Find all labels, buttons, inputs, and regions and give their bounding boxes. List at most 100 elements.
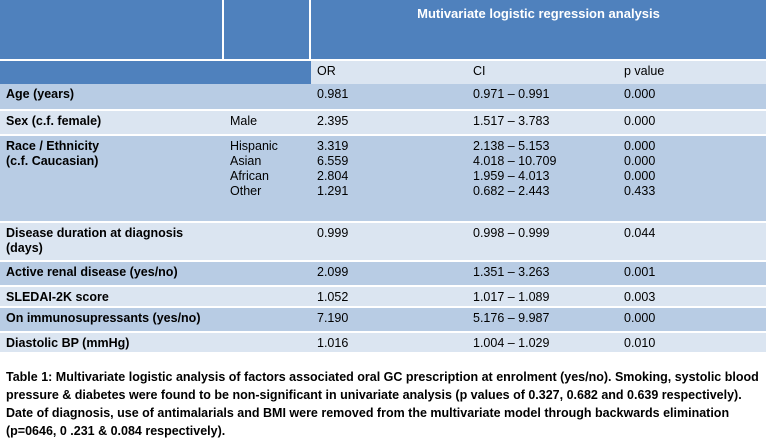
row-or: 2.395 <box>317 114 349 128</box>
row-p-value: 0.003 <box>624 290 656 304</box>
row-label-cell: Active renal disease (yes/no) <box>0 262 224 285</box>
header-span-title: Mutivariate logistic regression analysis <box>311 0 766 59</box>
row-ci: 0.971 – 0.991 <box>473 87 550 101</box>
row-p-value: 0.000 <box>624 154 656 168</box>
row-category: African <box>230 169 269 183</box>
regression-table: Mutivariate logistic regression analysis… <box>0 0 766 352</box>
row-category-cell <box>224 84 311 109</box>
row-or: 2.804 <box>317 169 349 183</box>
row-or: 6.559 <box>317 154 349 168</box>
table-caption: Table 1: Multivariate logistic analysis … <box>6 370 759 438</box>
row-category: Male <box>230 114 258 128</box>
row-label: Active renal disease (yes/no) <box>6 265 178 279</box>
row-category-cell: Male <box>224 111 311 134</box>
row-p-value-cell: 0.010 <box>618 333 766 352</box>
row-p-value: 0.000 <box>624 311 656 325</box>
row-ci-cell: 1.351 – 3.263 <box>467 262 618 285</box>
row-label-cell: On immunosupressants (yes/no) <box>0 308 224 331</box>
row-or-cell: 1.016 <box>311 333 467 352</box>
row-label: (c.f. Caucasian) <box>6 154 99 168</box>
row-or-cell: 2.099 <box>311 262 467 285</box>
row-label-cell: Disease duration at diagnosis (days) <box>0 223 224 260</box>
table-row: Active renal disease (yes/no) 2.099 1.351 … <box>0 260 766 285</box>
row-ci-cell: 2.138 – 5.153 4.018 – 10.709 1.959 – 4.013… <box>467 136 618 221</box>
row-p-value: 0.000 <box>624 139 656 153</box>
row-label-cell: SLEDAI-2K score <box>0 287 224 306</box>
header-blank-cell <box>224 61 311 84</box>
row-p-value: 0.010 <box>624 336 656 350</box>
row-category <box>230 87 305 102</box>
row-ci: 1.351 – 3.263 <box>473 265 550 279</box>
row-or-cell: 1.052 <box>311 287 467 306</box>
row-category-cell <box>224 308 311 331</box>
row-or-cell: 0.981 <box>311 84 467 109</box>
row-label: Sex (c.f. female) <box>6 114 102 128</box>
row-or: 0.999 <box>317 226 349 240</box>
row-label: On immunosupressants (yes/no) <box>6 311 201 325</box>
header-row-columns: OR CI p value <box>0 59 766 84</box>
row-category-cell: Hispanic Asian African Other <box>224 136 311 221</box>
row-ci: 0.998 – 0.999 <box>473 226 550 240</box>
row-p-value: 0.000 <box>624 169 656 183</box>
col-header-p: p value <box>618 61 766 84</box>
row-category: Other <box>230 184 262 198</box>
row-label: Disease duration at diagnosis <box>6 226 184 240</box>
row-ci: 0.682 – 2.443 <box>473 184 550 198</box>
row-p-value-cell: 0.044 <box>618 223 766 260</box>
row-p-value: 0.000 <box>624 114 656 128</box>
row-ci-cell: 1.004 – 1.029 <box>467 333 618 352</box>
row-or: 3.319 <box>317 139 349 153</box>
row-category-cell <box>224 287 311 306</box>
row-ci-cell: 1.017 – 1.089 <box>467 287 618 306</box>
row-or: 7.190 <box>317 311 349 325</box>
row-category <box>230 311 305 326</box>
row-or: 1.291 <box>317 184 349 198</box>
row-ci: 2.138 – 5.153 <box>473 139 550 153</box>
col-header-ci: CI <box>467 61 618 84</box>
row-category-cell <box>224 223 311 260</box>
row-or-cell: 3.319 6.559 2.804 1.291 <box>311 136 467 221</box>
row-p-value-cell: 0.000 <box>618 84 766 109</box>
table-row: On immunosupressants (yes/no) 7.190 5.176 … <box>0 306 766 331</box>
row-category-cell <box>224 333 311 352</box>
table-row: Disease duration at diagnosis (days) 0.999… <box>0 221 766 260</box>
row-p-value: 0.433 <box>624 184 656 198</box>
row-ci: 5.176 – 9.987 <box>473 311 550 325</box>
row-category <box>230 336 305 351</box>
row-p-value-cell: 0.003 <box>618 287 766 306</box>
table-row: Sex (c.f. female) Male 2.395 1.517 – 3.783 0… <box>0 109 766 134</box>
row-ci-cell: 5.176 – 9.987 <box>467 308 618 331</box>
row-p-value-cell: 0.000 0.000 0.000 0.433 <box>618 136 766 221</box>
row-label: Race / Ethnicity <box>6 139 100 153</box>
row-or: 0.981 <box>317 87 349 101</box>
row-ci: 1.959 – 4.013 <box>473 169 550 183</box>
row-ci: 1.017 – 1.089 <box>473 290 550 304</box>
header-blank-cell <box>0 0 224 59</box>
header-blank-cell <box>224 0 311 59</box>
row-ci: 1.517 – 3.783 <box>473 114 550 128</box>
table-row: Age (years) 0.981 0.971 – 0.991 0.000 <box>0 84 766 109</box>
row-category-cell <box>224 262 311 285</box>
row-label: Diastolic BP (mmHg) <box>6 336 130 350</box>
row-or: 2.099 <box>317 265 349 279</box>
row-category: Asian <box>230 154 262 168</box>
row-or: 1.052 <box>317 290 349 304</box>
header-blank-cell <box>0 61 224 84</box>
row-or-cell: 0.999 <box>311 223 467 260</box>
row-or-cell: 2.395 <box>311 111 467 134</box>
header-row-top: Mutivariate logistic regression analysis <box>0 0 766 59</box>
row-label-cell: Diastolic BP (mmHg) <box>0 333 224 352</box>
row-label-cell: Age (years) <box>0 84 224 109</box>
row-ci-cell: 1.517 – 3.783 <box>467 111 618 134</box>
row-ci: 4.018 – 10.709 <box>473 154 557 168</box>
row-category: Hispanic <box>230 139 278 153</box>
row-category <box>230 265 305 280</box>
row-ci-cell: 0.971 – 0.991 <box>467 84 618 109</box>
row-label-cell: Sex (c.f. female) <box>0 111 224 134</box>
row-p-value-cell: 0.000 <box>618 111 766 134</box>
row-ci-cell: 0.998 – 0.999 <box>467 223 618 260</box>
row-ci: 1.004 – 1.029 <box>473 336 550 350</box>
table-row: Diastolic BP (mmHg) 1.016 1.004 – 1.029 0.0… <box>0 331 766 352</box>
table-row: SLEDAI-2K score 1.052 1.017 – 1.089 0.003 <box>0 285 766 306</box>
row-p-value-cell: 0.001 <box>618 262 766 285</box>
